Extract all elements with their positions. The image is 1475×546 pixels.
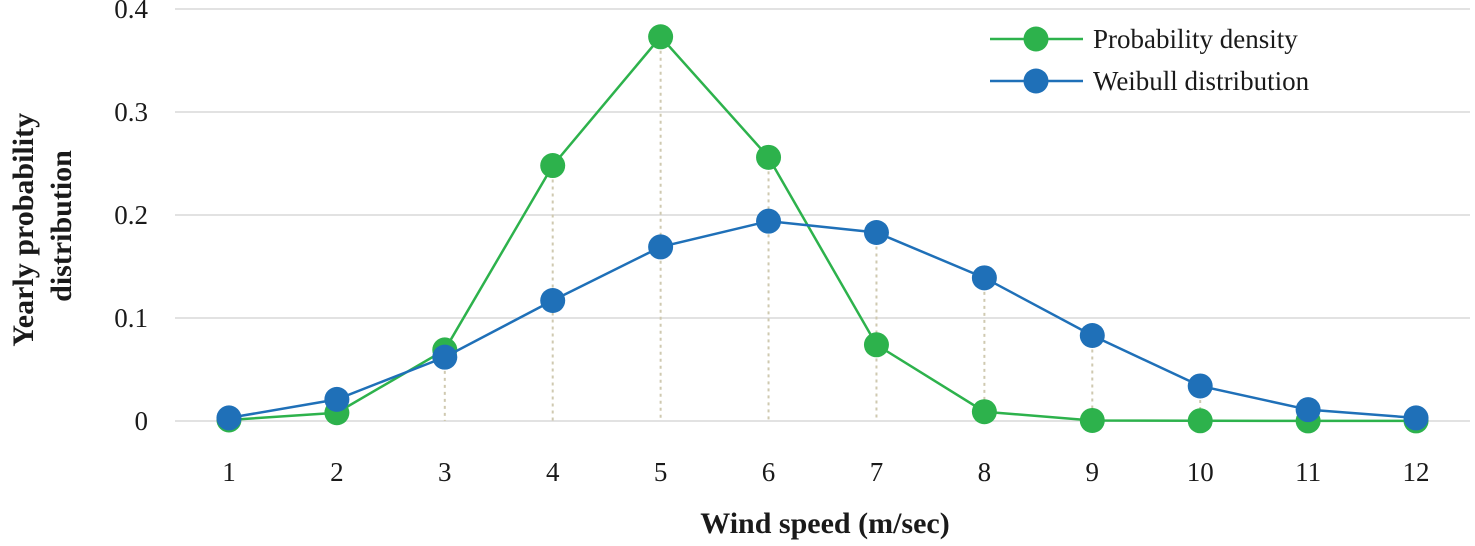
data-point xyxy=(971,399,997,425)
data-point xyxy=(1187,373,1213,399)
legend-label: Probability density xyxy=(1093,24,1298,54)
x-tick-label: 2 xyxy=(330,457,344,487)
data-point xyxy=(971,265,997,291)
data-point xyxy=(648,234,674,260)
data-point xyxy=(1187,408,1213,434)
x-tick-label: 1 xyxy=(222,457,236,487)
x-tick-label: 5 xyxy=(654,457,668,487)
y-axis-title-line-2: distribution xyxy=(45,150,78,302)
y-tick-label: 0.4 xyxy=(114,0,148,24)
x-axis-title: Wind speed (m/sec) xyxy=(700,507,949,540)
data-point xyxy=(216,405,242,431)
x-tick-label: 7 xyxy=(870,457,884,487)
data-point xyxy=(863,332,889,358)
x-tick-label: 10 xyxy=(1187,457,1214,487)
series-line xyxy=(228,219,1417,420)
data-point xyxy=(540,287,566,313)
x-tick-label: 6 xyxy=(762,457,776,487)
y-tick-label: 0.1 xyxy=(114,303,148,333)
y-tick-label: 0 xyxy=(135,406,149,436)
y-axis-title: Yearly probability distribution xyxy=(7,105,78,346)
y-axis-title-line-1: Yearly probability xyxy=(7,113,40,347)
series-1 xyxy=(216,208,1429,431)
y-axis: 0 0.1 0.2 0.3 0.4 xyxy=(114,0,148,436)
legend-label: Weibull distribution xyxy=(1093,66,1310,96)
x-tick-label: 3 xyxy=(438,457,452,487)
data-point xyxy=(432,344,458,370)
data-point xyxy=(648,24,674,50)
x-tick-label: 4 xyxy=(546,457,560,487)
data-point xyxy=(324,386,350,412)
x-tick-label: 11 xyxy=(1295,457,1321,487)
x-axis: 1 2 3 4 5 6 7 8 9 10 11 12 xyxy=(222,457,1429,487)
data-point xyxy=(1079,407,1105,433)
data-point xyxy=(756,144,782,170)
data-point xyxy=(1403,405,1429,431)
data-point xyxy=(1079,323,1105,349)
legend-marker xyxy=(1023,68,1049,94)
legend-marker xyxy=(1023,26,1049,52)
x-tick-label: 12 xyxy=(1403,457,1430,487)
y-tick-label: 0.3 xyxy=(114,97,148,127)
data-point xyxy=(1295,397,1321,423)
series-line xyxy=(228,34,1417,423)
x-tick-label: 9 xyxy=(1086,457,1100,487)
y-tick-label: 0.2 xyxy=(114,200,148,230)
legend: Probability density Weibull distribution xyxy=(990,24,1310,96)
series-layer xyxy=(216,24,1429,434)
data-point xyxy=(540,153,566,179)
data-point xyxy=(863,220,889,246)
data-point xyxy=(756,208,782,234)
x-tick-label: 8 xyxy=(978,457,992,487)
